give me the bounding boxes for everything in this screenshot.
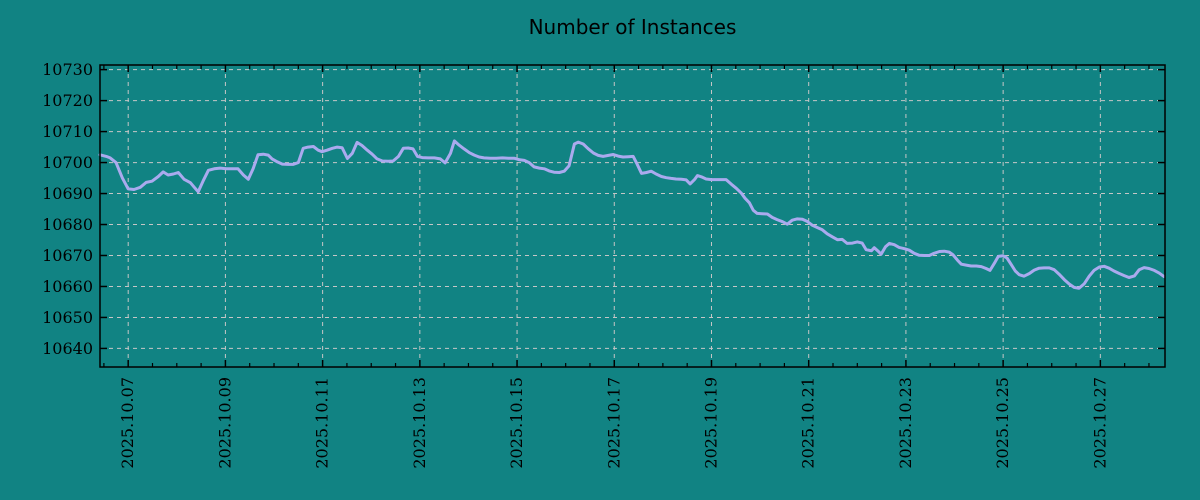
y-tick-label: 10650	[42, 308, 93, 327]
y-tick-label: 10680	[42, 215, 93, 234]
plot-border	[99, 64, 1166, 368]
y-tick-label: 10640	[42, 339, 93, 358]
x-tick-label: 2025.10.13	[410, 377, 429, 469]
x-tick-labels: 2025.10.07 2025.10.09 2025.10.11 2025.10.13…	[118, 377, 1109, 469]
x-tick-label: 2025.10.23	[896, 377, 915, 469]
y-tick-label: 10670	[42, 246, 93, 265]
x-tick-label: 2025.10.21	[799, 377, 818, 469]
y-tick-label: 10730	[42, 60, 93, 79]
x-tick-label: 2025.10.09	[215, 377, 234, 469]
data-series-line	[98, 139, 1166, 290]
chart-title: Number of Instances	[528, 15, 737, 39]
gridlines	[101, 66, 1164, 366]
plot-frame	[99, 64, 1166, 368]
x-tick-label: 2025.10.07	[118, 377, 137, 469]
y-tick-label: 10700	[42, 153, 93, 172]
x-tick-label: 2025.10.25	[993, 377, 1012, 469]
y-tick-label: 10710	[42, 122, 93, 141]
x-tick-label: 2025.10.19	[701, 377, 720, 469]
x-tick-label: 2025.10.11	[313, 377, 332, 469]
instances-series	[98, 139, 1166, 290]
y-tick-label: 10660	[42, 277, 93, 296]
x-tick-label: 2025.10.27	[1090, 377, 1109, 469]
x-tick-label: 2025.10.17	[604, 377, 623, 469]
y-tick-labels: 10640 10650 10660 10670 10680 10690 10700 10710…	[42, 60, 93, 358]
x-tick-label: 2025.10.15	[507, 377, 526, 469]
y-tick-label: 10720	[42, 91, 93, 110]
y-tick-label: 10690	[42, 184, 93, 203]
axis-ticks	[100, 65, 1165, 367]
